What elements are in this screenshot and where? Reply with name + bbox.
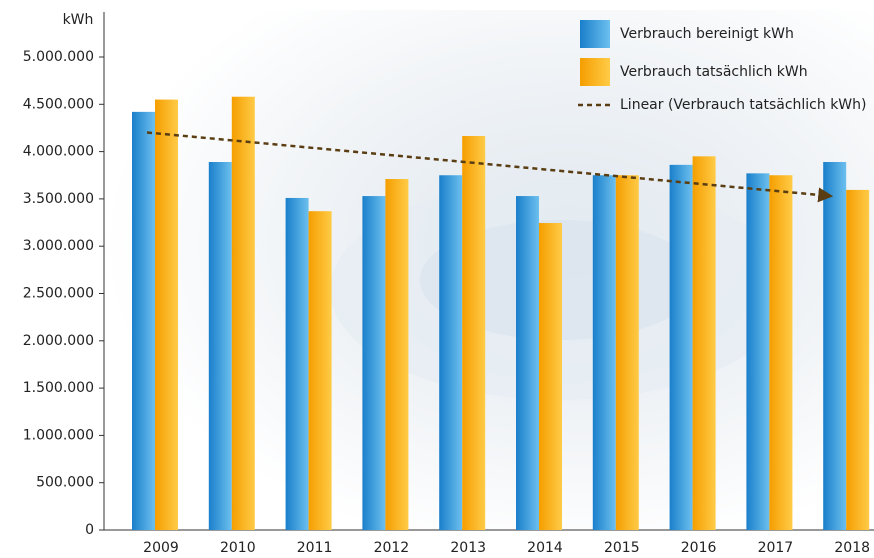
x-tick-label: 2018: [834, 540, 870, 556]
y-tick-label: 5.000.000: [23, 49, 94, 65]
trend-line: [146, 131, 834, 203]
bar: [516, 196, 539, 530]
x-tick-label: 2014: [527, 540, 563, 556]
bar: [132, 111, 155, 531]
x-tick-label: 2009: [143, 540, 179, 556]
bar: [155, 99, 178, 530]
y-tick-label: 2.000.000: [23, 333, 94, 349]
bar: [615, 175, 639, 530]
bar: [439, 175, 463, 530]
x-tick-label: 2016: [681, 540, 717, 556]
bar: [539, 223, 562, 530]
bar: [846, 189, 870, 530]
bar: [308, 211, 332, 530]
bar: [823, 162, 847, 531]
legend-label: Linear (Verbrauch tatsächlich kWh): [620, 97, 866, 113]
legend: Verbrauch bereinigt kWh Verbrauch tatsäch…: [578, 20, 866, 113]
y-tick-label: 4.000.000: [23, 144, 94, 160]
bar: [285, 197, 309, 531]
y-tick-label: 3.000.000: [23, 238, 94, 254]
x-tick-label: 2012: [374, 540, 410, 556]
y-tick-label: 500.000: [36, 475, 94, 491]
y-tick-label: 1.000.000: [23, 427, 94, 443]
y-tick-label: 1.500.000: [23, 380, 94, 396]
y-tick-label: 0: [85, 522, 94, 538]
y-tick-label: 3.500.000: [23, 191, 94, 207]
bar: [769, 175, 793, 530]
x-tick-label: 2017: [758, 540, 794, 556]
x-tick-label: 2015: [604, 540, 640, 556]
bar: [746, 173, 770, 530]
bar: [592, 175, 616, 530]
x-tick-label: 2010: [220, 540, 256, 556]
bar: [385, 179, 409, 530]
x-tick-label: 2011: [297, 540, 333, 556]
bar: [692, 156, 716, 530]
y-tick-label: 2.500.000: [23, 286, 94, 302]
legend-label: Verbrauch bereinigt kWh: [620, 26, 794, 42]
bar: [231, 96, 255, 531]
y-tick-label: 4.500.000: [23, 96, 94, 112]
bar: [208, 162, 232, 531]
legend-swatch: [580, 20, 610, 48]
legend-label: Verbrauch tatsächlich kWh: [620, 64, 808, 80]
y-axis-label: kWh: [63, 12, 94, 28]
x-tick-label: 2013: [450, 540, 486, 556]
bar: [462, 135, 486, 530]
bar: [669, 164, 693, 530]
legend-swatch: [580, 58, 610, 86]
bar: [362, 196, 386, 530]
